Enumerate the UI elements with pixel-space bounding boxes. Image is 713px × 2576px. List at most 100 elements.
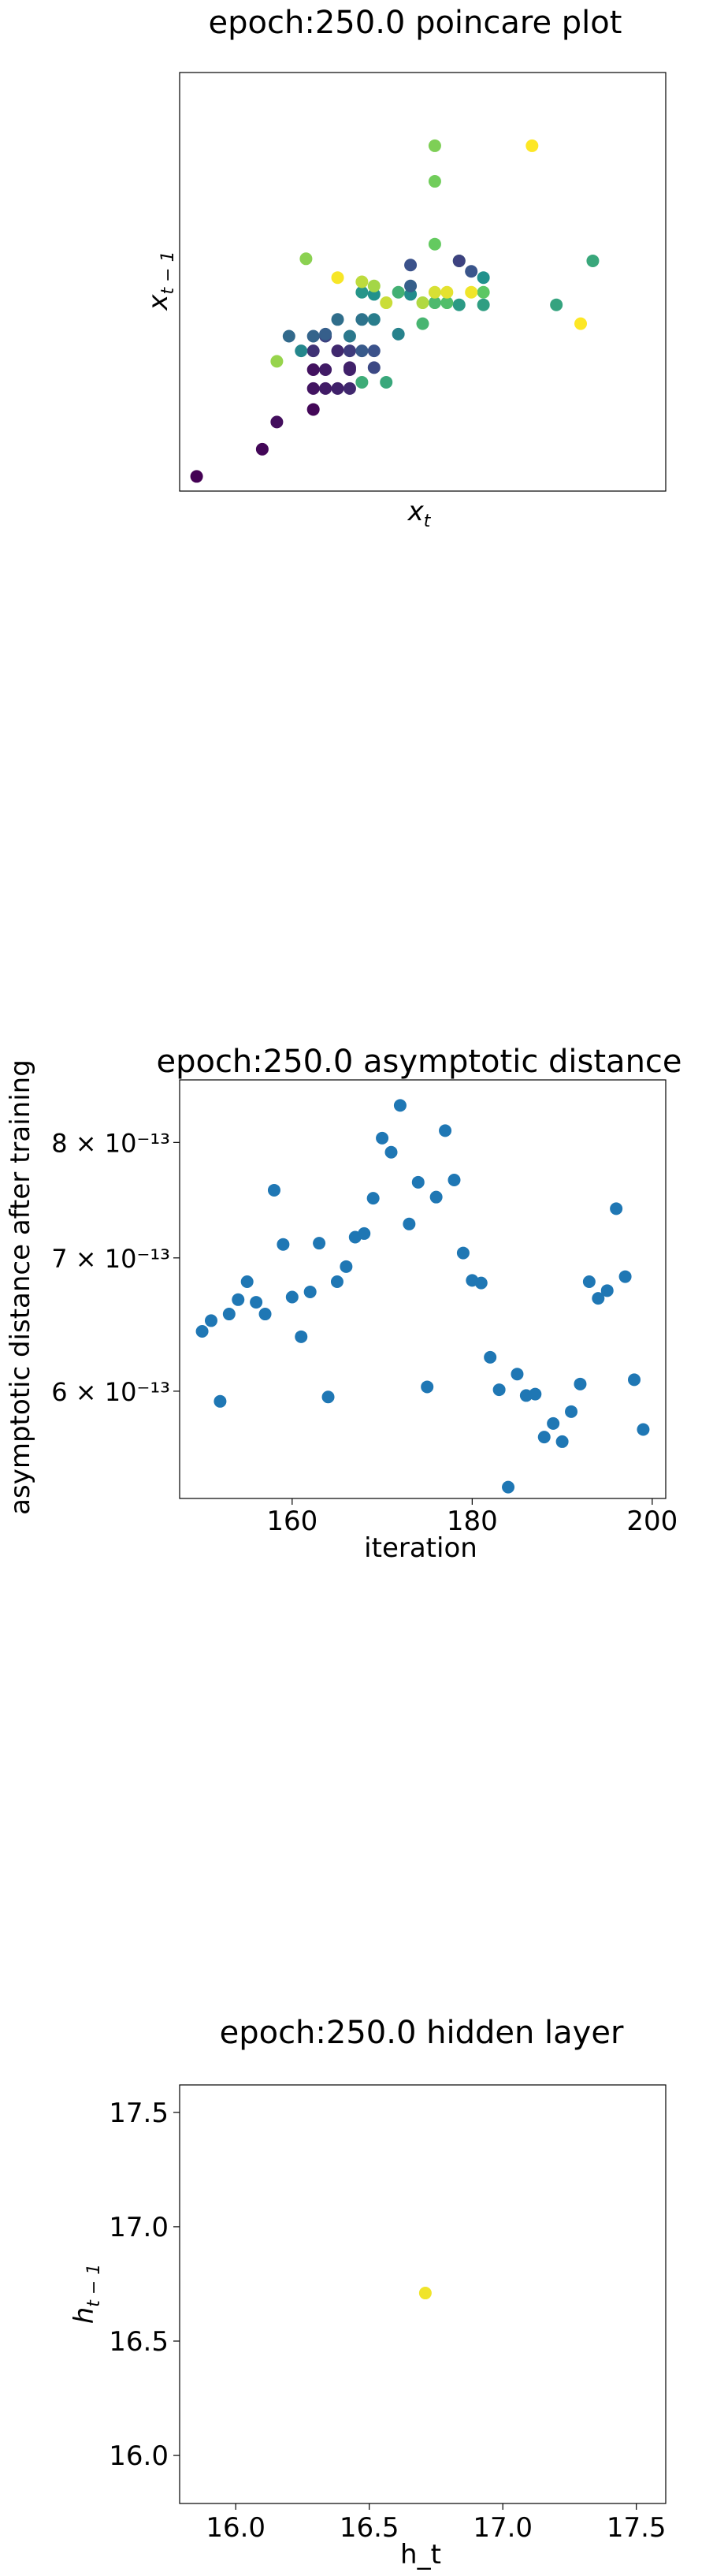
poincare-point xyxy=(440,296,454,310)
asymptotic-point xyxy=(565,1405,578,1418)
hidden-y-tick-label: 16.5 xyxy=(109,2326,169,2358)
hidden-y-tick-label: 16.0 xyxy=(109,2440,169,2472)
asymptotic-point xyxy=(195,1324,209,1338)
asymptotic-distance-chart: epoch:250.0 asymptotic distance 160 180 20… xyxy=(5,1044,682,1564)
hidden-y-tick-label: 17.0 xyxy=(109,2212,169,2243)
hidden-y-tick-label: 17.5 xyxy=(109,2098,169,2129)
asymptotic-point xyxy=(637,1423,650,1436)
hidden-title: epoch:250.0 hidden layer xyxy=(220,2015,624,2051)
asymptotic-point xyxy=(232,1293,245,1306)
hidden-x-tick-label: 16.0 xyxy=(206,2512,266,2544)
poincare-point xyxy=(306,344,320,358)
poincare-point xyxy=(416,296,429,310)
asymptotic-point xyxy=(295,1330,308,1343)
asymptotic-point xyxy=(502,1480,515,1494)
poincare-point xyxy=(404,279,418,292)
poincare-point xyxy=(477,271,490,285)
asymptotic-point xyxy=(628,1373,641,1387)
asymptotic-point xyxy=(547,1416,560,1430)
poincare-point xyxy=(367,344,381,358)
asymptotic-point xyxy=(582,1275,596,1289)
poincare-point xyxy=(319,382,332,395)
asymptotic-point xyxy=(267,1183,280,1197)
poincare-point xyxy=(355,275,369,288)
poincare-point xyxy=(299,252,313,266)
asymptotic-point xyxy=(303,1285,317,1298)
poincare-point xyxy=(367,313,381,326)
asymptotic-points xyxy=(195,1099,650,1494)
asymptotic-y-tick-label: 8 × 10⁻¹³ xyxy=(51,1128,170,1158)
poincare-title: epoch:250.0 poincare plot xyxy=(209,5,622,41)
asymptotic-point xyxy=(610,1202,623,1215)
hidden-y-ticks: 16.0 16.5 17.0 17.5 xyxy=(109,2098,180,2472)
asymptotic-point xyxy=(429,1190,443,1204)
poincare-point xyxy=(428,139,441,152)
poincare-point xyxy=(306,363,320,377)
asymptotic-title: epoch:250.0 asymptotic distance xyxy=(156,1044,681,1080)
poincare-point xyxy=(367,361,381,374)
poincare-point xyxy=(392,285,405,299)
poincare-point xyxy=(270,355,284,368)
poincare-point xyxy=(367,279,381,292)
asymptotic-xlabel: iteration xyxy=(364,1532,477,1564)
asymptotic-point xyxy=(592,1292,605,1305)
poincare-point xyxy=(306,329,320,343)
poincare-point xyxy=(428,296,441,310)
poincare-point xyxy=(428,175,441,188)
asymptotic-ylabel: asymptotic distance after training xyxy=(5,1059,36,1515)
asymptotic-point xyxy=(340,1260,353,1273)
poincare-point xyxy=(428,237,441,251)
poincare-point xyxy=(452,254,466,267)
poincare-point xyxy=(343,329,356,343)
asymptotic-point xyxy=(321,1390,335,1404)
asymptotic-point xyxy=(456,1246,470,1260)
poincare-point xyxy=(380,375,393,389)
poincare-point xyxy=(190,470,203,483)
poincare-point xyxy=(477,285,490,299)
poincare-point xyxy=(282,329,295,343)
poincare-point xyxy=(331,313,344,326)
asymptotic-x-tick-label: 200 xyxy=(626,1506,678,1537)
asymptotic-y-tick-label: 7 × 10⁻¹³ xyxy=(51,1244,170,1274)
asymptotic-point xyxy=(439,1124,452,1137)
asymptotic-point xyxy=(358,1227,371,1240)
poincare-point xyxy=(586,254,600,267)
poincare-point xyxy=(343,382,356,395)
poincare-point xyxy=(392,327,405,341)
hidden-axes-frame xyxy=(179,2084,667,2504)
poincare-point xyxy=(355,313,369,326)
asymptotic-point xyxy=(376,1131,389,1145)
poincare-points xyxy=(190,139,600,483)
poincare-point xyxy=(525,139,539,152)
poincare-point xyxy=(380,296,393,310)
poincare-point xyxy=(270,415,284,429)
asymptotic-point xyxy=(204,1314,217,1327)
poincare-point xyxy=(477,298,490,311)
asymptotic-y-tick-label: 6 × 10⁻¹³ xyxy=(51,1377,170,1407)
poincare-point xyxy=(295,344,308,358)
poincare-point xyxy=(465,265,478,278)
hidden-xlabel: h_t xyxy=(400,2539,441,2570)
asymptotic-point xyxy=(537,1431,551,1444)
poincare-point xyxy=(319,363,332,377)
asymptotic-point xyxy=(411,1175,425,1189)
poincare-point xyxy=(452,298,466,311)
asymptotic-point xyxy=(492,1383,506,1397)
asymptotic-point xyxy=(618,1270,632,1283)
hidden-point xyxy=(418,2287,432,2300)
poincare-point xyxy=(343,361,356,374)
poincare-point xyxy=(306,403,320,416)
asymptotic-point xyxy=(384,1145,398,1159)
hidden-x-ticks: 16.0 16.5 17.0 17.5 xyxy=(206,2503,667,2544)
asymptotic-point xyxy=(240,1275,254,1289)
poincare-point xyxy=(428,285,441,299)
asymptotic-point xyxy=(366,1192,380,1205)
poincare-point xyxy=(331,344,344,358)
asymptotic-point xyxy=(393,1099,407,1112)
asymptotic-point xyxy=(250,1296,263,1309)
hidden-x-tick-label: 17.0 xyxy=(473,2512,533,2544)
asymptotic-point xyxy=(222,1308,236,1321)
poincare-plot: epoch:250.0 poincare plot xt xt − 1 xyxy=(143,5,667,531)
asymptotic-point xyxy=(258,1308,272,1321)
